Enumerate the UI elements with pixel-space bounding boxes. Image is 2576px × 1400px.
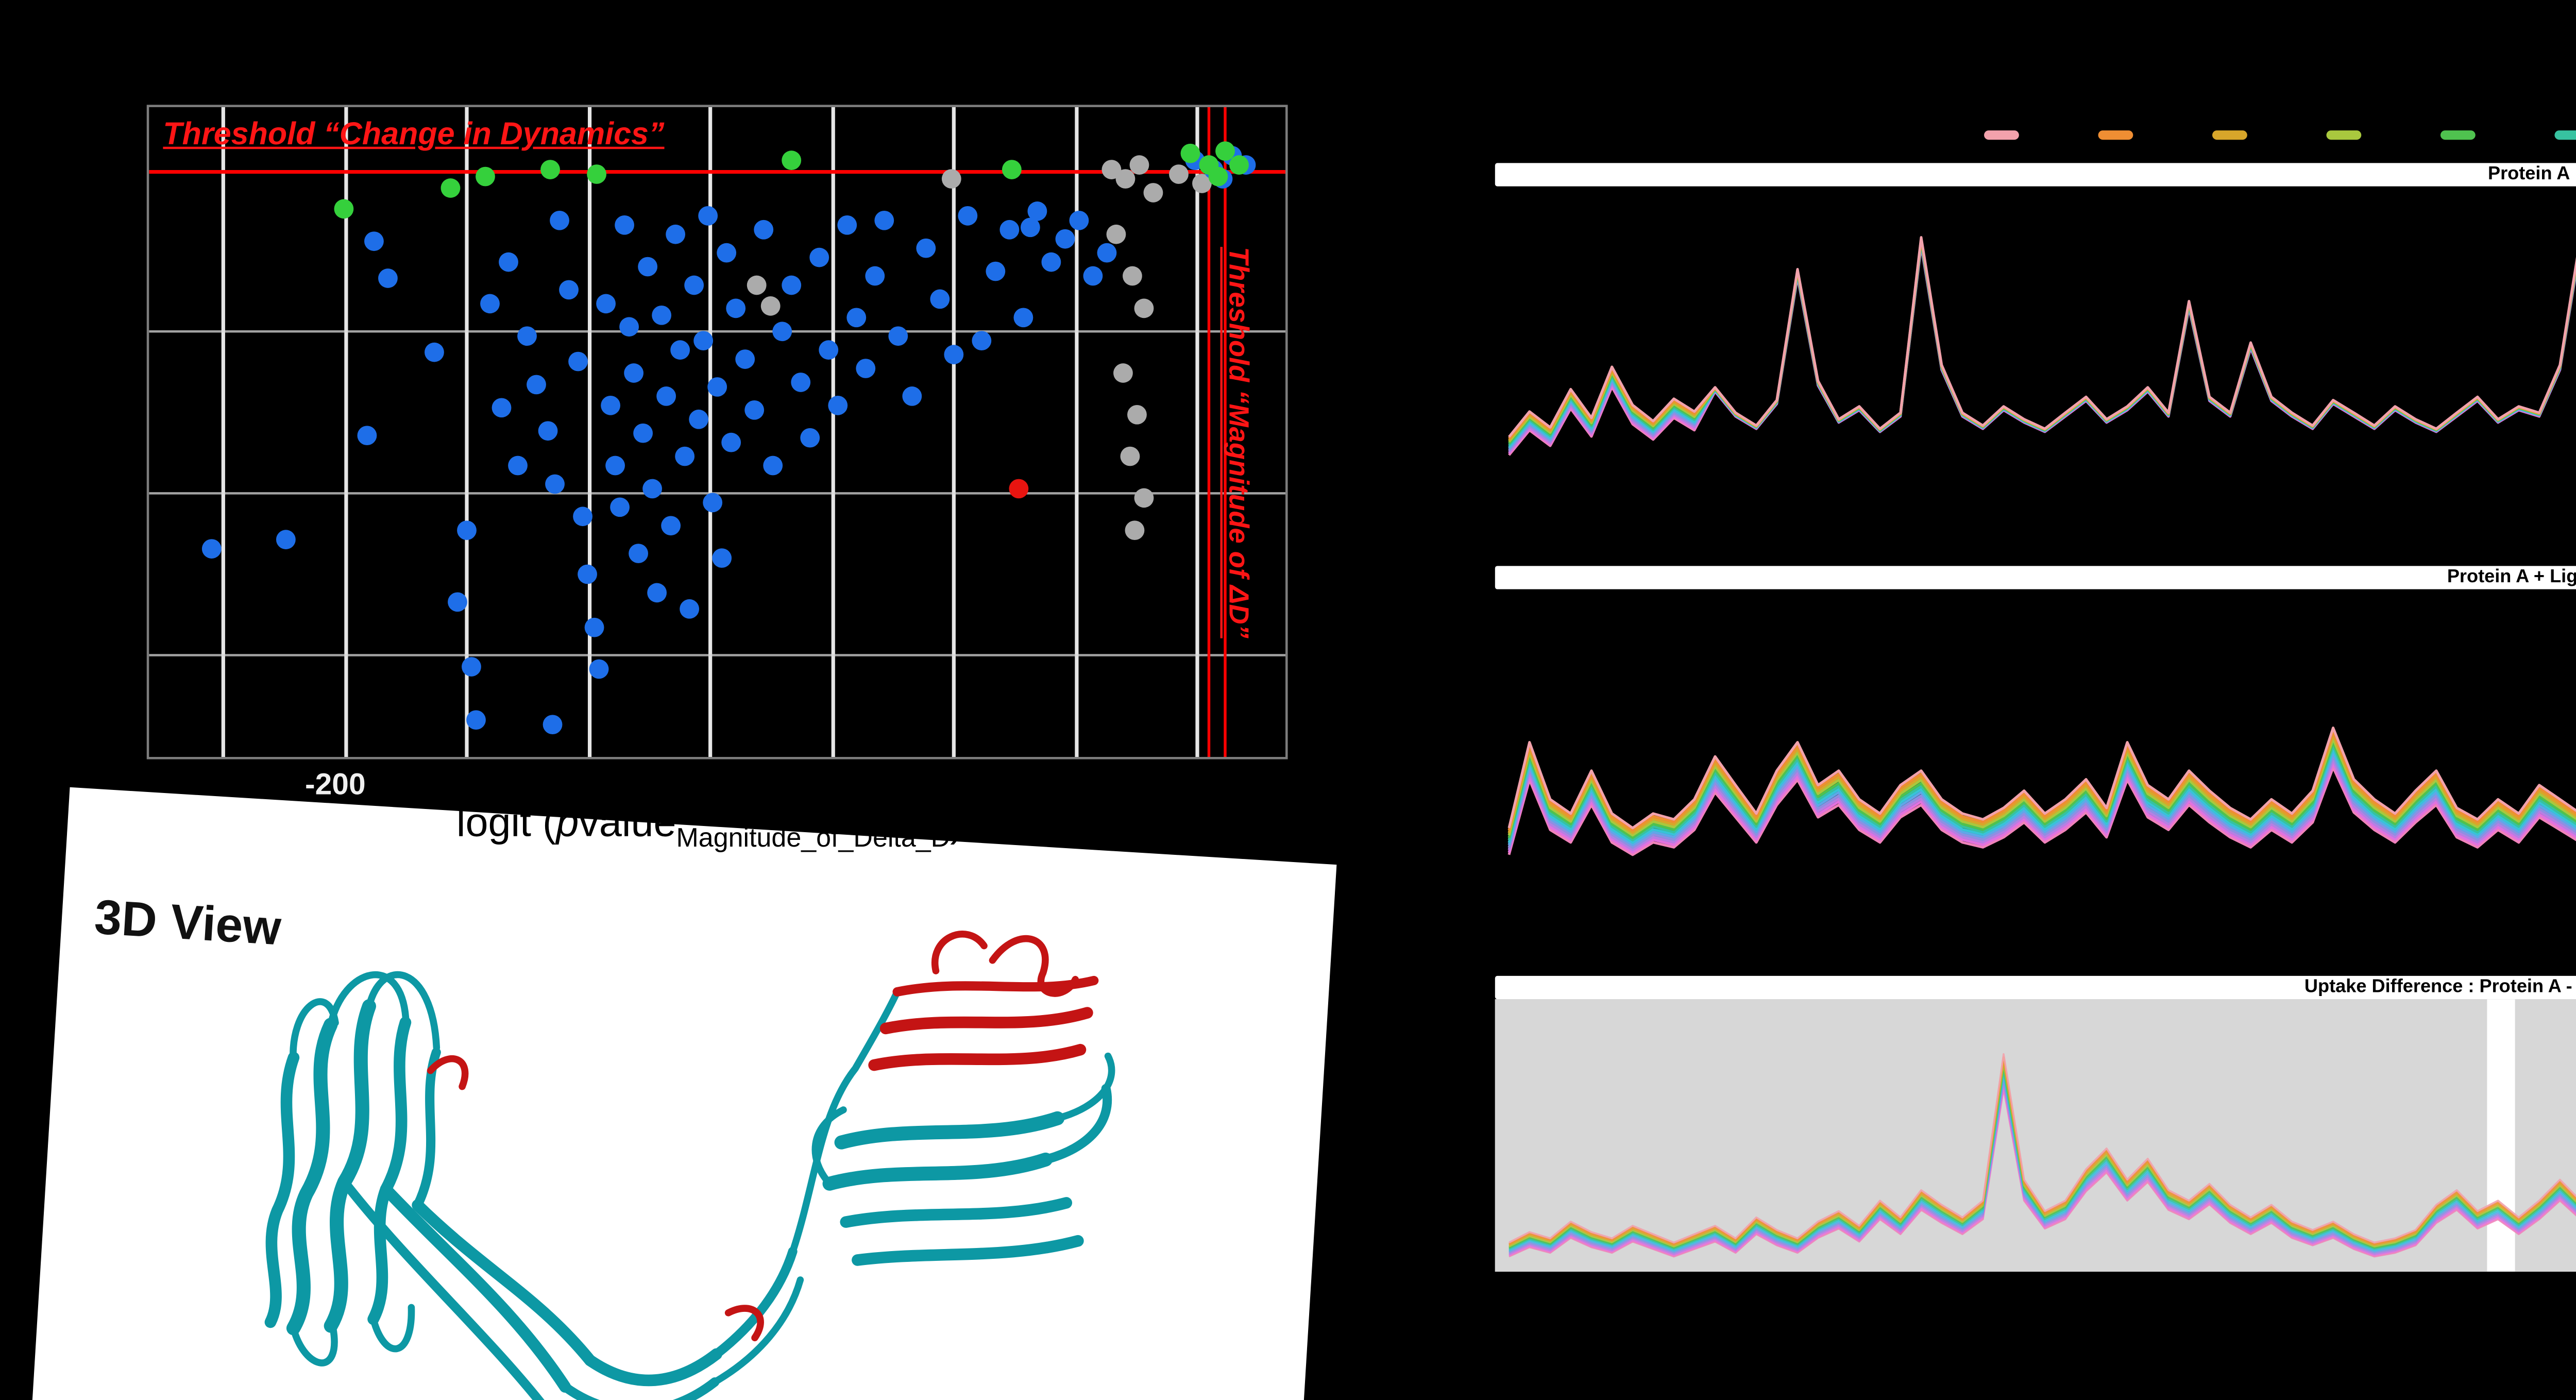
- uptake-lines-difference: [1509, 1053, 2576, 1258]
- uptake-charts: Protein A Protein A + Ligand Uptake Diff…: [1490, 93, 2576, 1328]
- uptake-plot-protein-a-ligand[interactable]: [1495, 589, 2576, 951]
- uptake-lines-protein-a: [1508, 236, 2576, 456]
- timepoint-legend: [1984, 130, 2576, 139]
- volcano-plot[interactable]: Threshold “Change in Dynamics” Threshold…: [146, 105, 1288, 760]
- legend-swatch-2[interactable]: [2098, 130, 2133, 139]
- uptake-plot-protein-a[interactable]: [1495, 187, 2576, 554]
- protein-3d-viewer[interactable]: 3D View: [27, 787, 1337, 1400]
- protein-ribbon-graphic[interactable]: [27, 787, 1337, 1400]
- legend-swatch-5[interactable]: [2440, 130, 2476, 139]
- axis-title-suffix: ): [950, 799, 964, 846]
- panel-title-protein-a: Protein A: [1495, 163, 2576, 187]
- panel-title-uptake-difference: Uptake Difference : Protein A - (Protein…: [1495, 975, 2576, 1000]
- ribbon-teal-strands: [264, 971, 1115, 1400]
- axis-title-prefix: logit (: [456, 799, 556, 846]
- legend-swatch-6[interactable]: [2554, 130, 2576, 139]
- ribbon-red-highlights: [427, 931, 1099, 1342]
- axis-title-p: p: [556, 799, 579, 846]
- axis-title-subscript: Magnitude_of_Delta_D: [676, 825, 951, 854]
- legend-swatch-4[interactable]: [2326, 130, 2362, 139]
- threshold-dynamics-label: Threshold “Change in Dynamics”: [163, 116, 665, 151]
- panel-title-text: Uptake Difference : Protein A - (Protein…: [2304, 975, 2576, 997]
- panel-title-text: Protein A + Ligand: [2447, 566, 2576, 587]
- axis-title-value: value: [579, 799, 676, 846]
- uptake-plot-difference[interactable]: [1495, 999, 2576, 1272]
- uptake-lines-protein-a-ligand: [1507, 727, 2576, 856]
- x-axis-title: logit (pvalueMagnitude_of_Delta_D): [456, 799, 964, 853]
- x-axis-tick-label: -200: [305, 766, 366, 801]
- volcano-scatter-canvas[interactable]: [149, 107, 1286, 757]
- legend-swatch-3[interactable]: [2212, 130, 2247, 139]
- panel-title-protein-a-ligand: Protein A + Ligand: [1495, 566, 2576, 589]
- panel-title-text: Protein A: [2487, 163, 2570, 184]
- threshold-magnitude-label: Threshold “Magnitude of ΔD”: [1223, 247, 1256, 638]
- legend-swatch-1[interactable]: [1984, 130, 2019, 139]
